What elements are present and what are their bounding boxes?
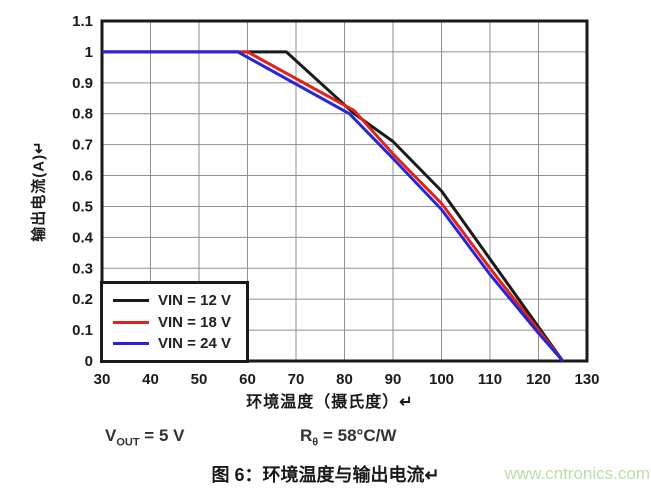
y-tick-label: 0.5 (72, 198, 93, 215)
y-tick-label: 0.1 (72, 322, 93, 339)
y-tick-label: 0.3 (72, 260, 93, 277)
x-tick-label: 120 (526, 371, 551, 388)
y-tick-label: 0.9 (72, 75, 93, 92)
legend-label: VIN = 18 V (158, 313, 231, 331)
plot-border (100, 19, 589, 363)
x-tick-label: 40 (142, 371, 159, 388)
watermark-link[interactable]: www.cntronics.com (504, 464, 650, 483)
y-tick-label: 0.4 (72, 229, 94, 246)
legend: VIN = 12 V VIN = 18 V VIN = 24 V (100, 281, 249, 363)
condition-annotations: VOUT = 5 V Rθ = 58°C/W (0, 426, 651, 452)
chart-canvas: 0 0.1 0.2 0.3 0.4 0.5 0.6 0.7 0.8 0.9 1 1.1 30 40 50 60… (72, 13, 599, 388)
vout-annotation: VOUT = 5 V (105, 426, 185, 449)
x-axis-title: 环境温度（摄氏度）↵ (246, 394, 414, 411)
x-tick-label: 100 (429, 371, 454, 388)
legend-line-sample-black (113, 298, 149, 302)
y-axis-title: 输出电流(A)↵ (30, 140, 48, 242)
legend-label: VIN = 24 V (158, 335, 231, 353)
legend-item-vin-24v: VIN = 24 V (113, 335, 240, 352)
series-line-vin-24-v (102, 50, 564, 362)
y-tick-label: 1 (85, 44, 93, 61)
figure-caption: 图 6：环境温度与输出电流↵ (211, 465, 440, 485)
legend-item-vin-18v: VIN = 18 V (113, 314, 240, 331)
legend-line-sample-red (113, 320, 149, 324)
series-line-vin-18-v (102, 50, 564, 362)
x-tick-label: 90 (385, 371, 402, 388)
legend-item-vin-12v: VIN = 12 V (113, 292, 240, 309)
x-tick-label: 70 (288, 371, 305, 388)
y-tick-label: 0.7 (72, 137, 93, 154)
y-tick-label: 0 (85, 353, 93, 370)
legend-line-sample-blue (113, 342, 149, 346)
x-tick-label: 110 (478, 371, 502, 388)
rtheta-annotation: Rθ = 58°C/W (300, 426, 397, 449)
y-tick-label: 1.1 (72, 13, 93, 30)
x-tick-label: 80 (336, 371, 353, 388)
caption-row: 图 6：环境温度与输出电流↵ www.cntronics.com (0, 459, 651, 489)
y-tick-label: 0.2 (72, 291, 93, 308)
x-tick-label: 130 (574, 371, 599, 388)
x-tick-label: 30 (94, 371, 111, 388)
y-tick-label: 0.8 (72, 106, 93, 123)
x-tick-label: 50 (191, 371, 208, 388)
y-tick-label: 0.6 (72, 168, 93, 185)
legend-label: VIN = 12 V (158, 291, 231, 309)
series-line-vin-12-v (102, 50, 565, 362)
x-tick-label: 60 (239, 371, 256, 388)
